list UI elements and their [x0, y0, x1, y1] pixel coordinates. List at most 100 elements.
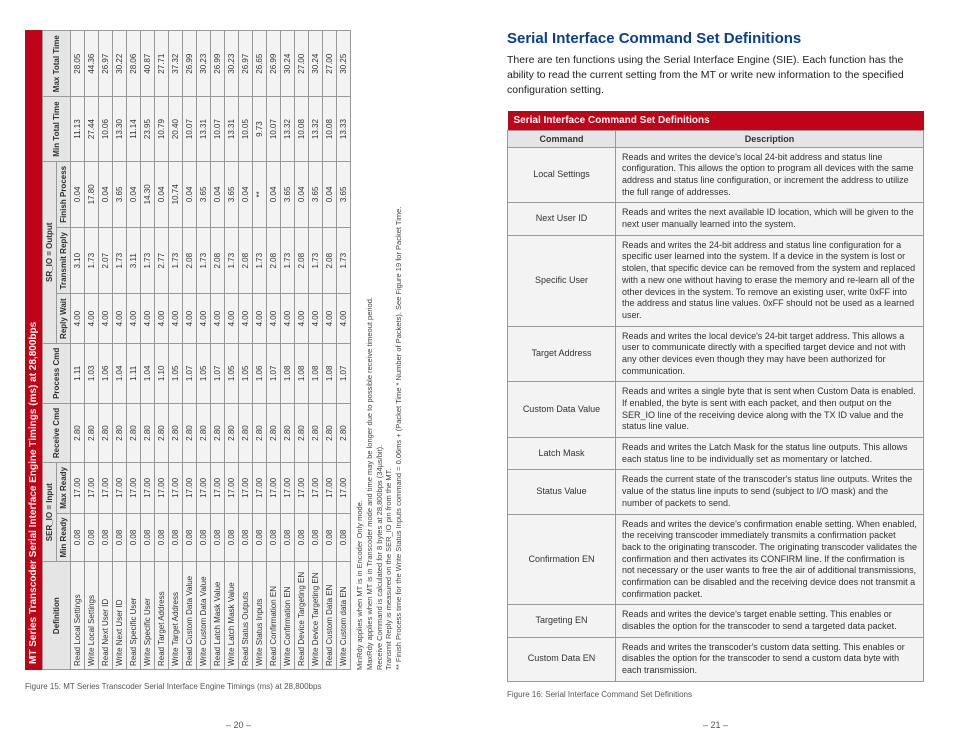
timing-cell: 17.00 — [127, 463, 141, 513]
page-20: MT Series Transcoder Serial Interface En… — [0, 0, 477, 738]
timing-cell: 17.00 — [211, 463, 225, 513]
timing-cell: 30.25 — [337, 31, 351, 97]
timing-cell: 1.73 — [197, 227, 211, 294]
timing-cell: 17.00 — [113, 463, 127, 513]
timing-cell: 17.00 — [71, 463, 85, 513]
timing-cell: 0.08 — [183, 513, 197, 562]
timing-cell: 10.74 — [169, 161, 183, 227]
timing-cell: 1.73 — [281, 227, 295, 294]
timing-cell: 17.00 — [281, 463, 295, 513]
timing-cell: 20.40 — [169, 97, 183, 161]
timing-cell: 37.32 — [169, 31, 183, 97]
timing-cell: 2.80 — [183, 403, 197, 462]
timing-cell: 4.00 — [267, 294, 281, 343]
timing-cell: 9.73 — [253, 97, 267, 161]
timing-cell: 14.30 — [141, 161, 155, 227]
command-name: Confirmation EN — [508, 514, 616, 605]
command-name: Targeting EN — [508, 605, 616, 637]
timing-cell: 30.23 — [197, 31, 211, 97]
timing-cell: 0.08 — [127, 513, 141, 562]
note: Transmit Reply is measured on the SER_IO… — [384, 30, 394, 670]
timing-cell: 2.07 — [99, 227, 113, 294]
timing-cell: 17.00 — [169, 463, 183, 513]
timing-cell: 0.08 — [267, 513, 281, 562]
timing-cell: 17.00 — [197, 463, 211, 513]
timing-cell: 0.04 — [295, 161, 309, 227]
timing-cell: Write Target Address — [169, 562, 183, 670]
timing-cell: 1.04 — [141, 343, 155, 403]
timing-cell: 27.71 — [155, 31, 169, 97]
timing-cell: 17.00 — [99, 463, 113, 513]
timing-cell: 0.08 — [309, 513, 323, 562]
timing-cell: 0.08 — [85, 513, 99, 562]
timing-cell: 2.80 — [169, 403, 183, 462]
timing-cell: 0.08 — [211, 513, 225, 562]
timing-cell: 0.08 — [225, 513, 239, 562]
timing-cell: 30.22 — [113, 31, 127, 97]
timing-cell: 4.00 — [253, 294, 267, 343]
timing-cell: 26.65 — [253, 31, 267, 97]
section-intro: There are ten functions using the Serial… — [507, 53, 924, 99]
timing-cell: 27.44 — [85, 97, 99, 161]
timing-cell: 1.73 — [141, 227, 155, 294]
timing-cell: 17.00 — [141, 463, 155, 513]
timing-cell: 0.04 — [323, 161, 337, 227]
timing-cell: Read Confirmation EN — [267, 562, 281, 670]
timing-cell: 17.00 — [337, 463, 351, 513]
page-number: – 21 – — [703, 720, 728, 730]
timing-cell: 0.08 — [253, 513, 267, 562]
command-name: Custom Data Value — [508, 382, 616, 438]
timing-cell: 0.08 — [155, 513, 169, 562]
timing-cell: 0.08 — [71, 513, 85, 562]
timing-cell: 0.08 — [337, 513, 351, 562]
timing-cell: 1.08 — [295, 343, 309, 403]
command-desc: Reads and writes a single byte that is s… — [616, 382, 924, 438]
timing-cell: 4.00 — [113, 294, 127, 343]
timing-cell: 13.32 — [281, 97, 295, 161]
timing-cell: 0.08 — [169, 513, 183, 562]
timing-cell: 2.80 — [211, 403, 225, 462]
note: MinRdy applies when MT is in Encoder Onl… — [355, 30, 365, 670]
timing-cell: 11.13 — [71, 97, 85, 161]
page-number: – 20 – — [226, 720, 251, 730]
timing-cell: 26.97 — [239, 31, 253, 97]
timing-cell: 1.06 — [99, 343, 113, 403]
timing-cell: 1.05 — [239, 343, 253, 403]
timing-cell: Read Target Address — [155, 562, 169, 670]
timing-cell: 17.00 — [309, 463, 323, 513]
timing-cell: 2.08 — [183, 227, 197, 294]
timing-cell: 4.00 — [85, 294, 99, 343]
timing-table: DefinitionSER_IO = InputReceive CmdProce… — [42, 30, 351, 670]
timing-cell: 1.73 — [309, 227, 323, 294]
timing-cell: 26.99 — [267, 31, 281, 97]
timing-cell: 4.00 — [281, 294, 295, 343]
timing-cell: 10.05 — [239, 97, 253, 161]
command-name: Latch Mask — [508, 438, 616, 470]
timing-cell: 2.08 — [295, 227, 309, 294]
timing-cell: 2.80 — [85, 403, 99, 462]
timing-cell: 2.80 — [239, 403, 253, 462]
timing-cell: 2.80 — [71, 403, 85, 462]
timing-cell: 28.05 — [71, 31, 85, 97]
timing-cell: 4.00 — [71, 294, 85, 343]
timing-cell: 1.05 — [225, 343, 239, 403]
timing-cell: Write Local Settings — [85, 562, 99, 670]
timing-cell: 2.80 — [113, 403, 127, 462]
timing-cell: 0.04 — [267, 161, 281, 227]
timing-cell: Read Status Outputs — [239, 562, 253, 670]
timing-cell: 17.00 — [253, 463, 267, 513]
timing-cell: 13.31 — [197, 97, 211, 161]
timing-cell: Read Next User ID — [99, 562, 113, 670]
timing-cell: 3.65 — [225, 161, 239, 227]
timing-cell: 13.32 — [309, 97, 323, 161]
rotated-table-wrap: MT Series Transcoder Serial Interface En… — [25, 30, 445, 670]
figure-15-caption: Figure 15: MT Series Transcoder Serial I… — [25, 682, 452, 691]
timing-cell: 1.04 — [113, 343, 127, 403]
timing-cell: 0.08 — [295, 513, 309, 562]
timing-cell: 1.08 — [323, 343, 337, 403]
timing-cell: Write Next User ID — [113, 562, 127, 670]
command-desc: Reads and writes the local device's 24-b… — [616, 326, 924, 382]
timing-cell: 0.04 — [239, 161, 253, 227]
timing-cell: 17.80 — [85, 161, 99, 227]
timing-cell: Read Specific User — [127, 562, 141, 670]
